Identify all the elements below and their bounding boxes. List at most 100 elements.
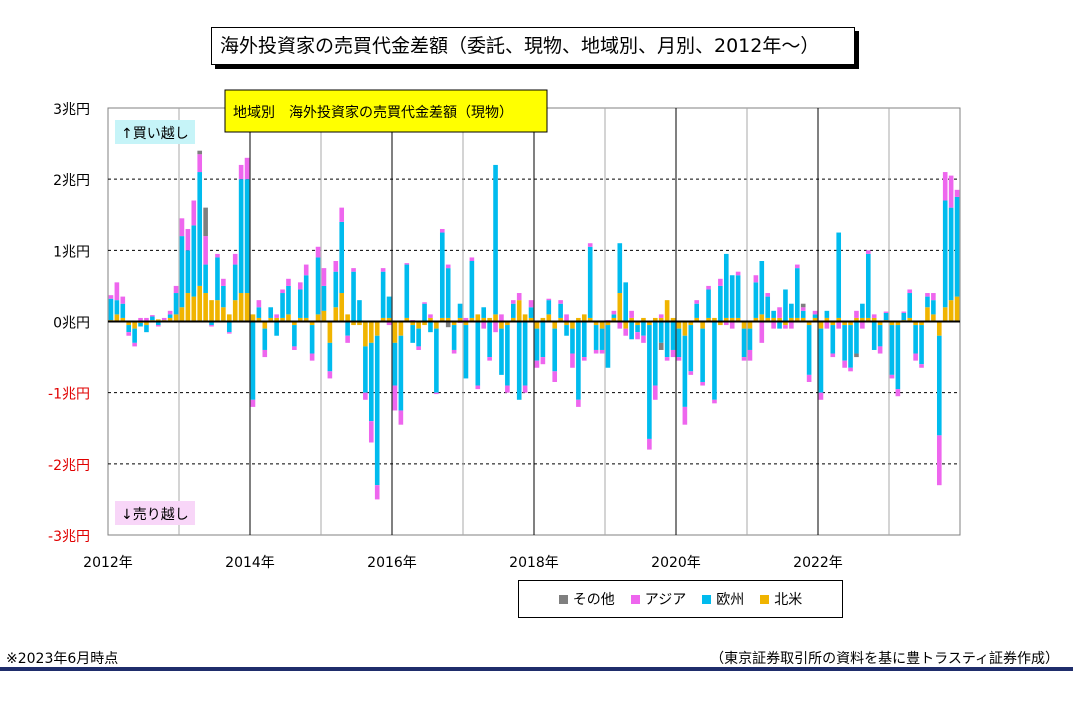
bar-segment	[226, 332, 232, 334]
bar-segment	[274, 317, 279, 322]
bar-segment	[712, 321, 717, 400]
bar-segment	[380, 317, 386, 322]
bar-segment	[729, 275, 735, 318]
bar-segment	[593, 349, 599, 354]
bar-segment	[416, 328, 421, 347]
bar-segment	[931, 293, 936, 301]
bar-segment	[138, 317, 143, 322]
bar-segment	[652, 317, 658, 322]
bar-segment	[221, 278, 226, 286]
bar-segment	[676, 328, 682, 358]
bar-segment	[457, 317, 463, 322]
legend-item-asia: アジア	[630, 589, 686, 609]
x-tick-label: 2022年	[793, 555, 843, 571]
bar-segment	[942, 200, 948, 308]
bar-segment	[451, 321, 457, 326]
bar-segment	[487, 357, 492, 361]
bar-segment	[297, 317, 303, 322]
bar-segment	[516, 300, 522, 322]
bar-segment	[747, 349, 753, 361]
bar-segment	[374, 335, 380, 486]
bar-segment	[806, 321, 812, 326]
bar-segment	[783, 321, 788, 326]
bar-segment	[806, 325, 812, 375]
bar-segment	[321, 268, 327, 286]
bar-segment	[522, 385, 528, 393]
bar-segment	[800, 303, 806, 308]
bar-segment	[605, 325, 611, 368]
bar-segment	[907, 289, 913, 294]
bar-segment	[363, 346, 368, 393]
bar-segment	[522, 321, 528, 386]
bar-segment	[138, 322, 143, 327]
bar-segment	[576, 399, 581, 407]
bar-segment	[558, 300, 563, 304]
bar-segment	[777, 321, 782, 329]
bar-segment	[114, 282, 120, 301]
chart-title: 地域別 海外投資家の売買代金差額（現物）	[233, 104, 513, 121]
bar-segment	[765, 296, 771, 318]
bar-segment	[516, 321, 522, 400]
bar-segment	[564, 325, 569, 336]
legend-swatch-other	[558, 594, 568, 604]
bar-segment	[339, 207, 345, 222]
bar-segment	[800, 317, 806, 322]
bar-segment	[729, 317, 735, 322]
bar-segment	[830, 321, 836, 326]
sell-annotation: ↓売り越し	[121, 507, 189, 523]
sell-annotation-box	[115, 501, 195, 525]
bar-segment	[197, 172, 203, 286]
bar-segment	[238, 179, 244, 294]
bar-segment	[410, 321, 416, 326]
bar-segment	[623, 328, 629, 336]
bar-segment	[694, 300, 700, 304]
bar-segment	[842, 360, 847, 368]
bar-segment	[493, 164, 498, 315]
bar-segment	[528, 307, 534, 318]
bar-segment	[292, 346, 297, 350]
bar-segment	[120, 303, 126, 318]
bar-segment	[783, 325, 788, 329]
bar-segment	[451, 325, 457, 350]
buy-annotation: ↑買い越し	[121, 126, 189, 142]
bar-segment	[303, 264, 309, 276]
bar-segment	[611, 310, 617, 315]
bar-segment	[931, 300, 936, 315]
bar-segment	[309, 325, 315, 354]
footnote: ※2023年6月時点	[6, 651, 119, 667]
bar-segment	[386, 321, 392, 326]
bar-segment	[280, 317, 285, 322]
bar-segment	[286, 285, 291, 315]
bar-segment	[155, 325, 161, 327]
bar-segment	[434, 321, 439, 329]
bar-segment	[250, 314, 256, 322]
bar-segment	[404, 264, 410, 318]
bar-segment	[185, 228, 191, 251]
bar-segment	[345, 314, 350, 322]
bar-segment	[647, 325, 652, 439]
bar-segment	[783, 289, 788, 322]
bar-segment	[292, 325, 297, 347]
bar-segment	[647, 438, 652, 450]
bar-segment	[777, 317, 782, 322]
bar-segment	[753, 317, 759, 322]
bar-segment	[546, 300, 552, 315]
bar-segment	[570, 328, 575, 354]
bar-segment	[623, 282, 629, 322]
bar-segment	[510, 317, 516, 322]
bar-segment	[889, 374, 895, 379]
bar-segment	[723, 321, 729, 326]
bar-segment	[617, 321, 623, 329]
bar-segment	[197, 150, 203, 155]
bar-segment	[558, 317, 563, 322]
bar-segment	[895, 389, 901, 397]
legend-item-europe: 欧州	[702, 589, 744, 609]
legend-swatch-europe	[702, 594, 712, 604]
chart: 3兆円 2兆円 1兆円 0兆円 -1兆円 -2兆円 -3兆円 2012年 2014年 2016年 2…	[48, 89, 961, 571]
x-tick-label: 2016年	[367, 555, 417, 571]
bar-segment	[581, 314, 587, 322]
bar-segment	[244, 293, 250, 322]
bar-segment	[836, 317, 842, 322]
bar-segment	[232, 264, 238, 301]
bar-segment	[416, 346, 421, 350]
